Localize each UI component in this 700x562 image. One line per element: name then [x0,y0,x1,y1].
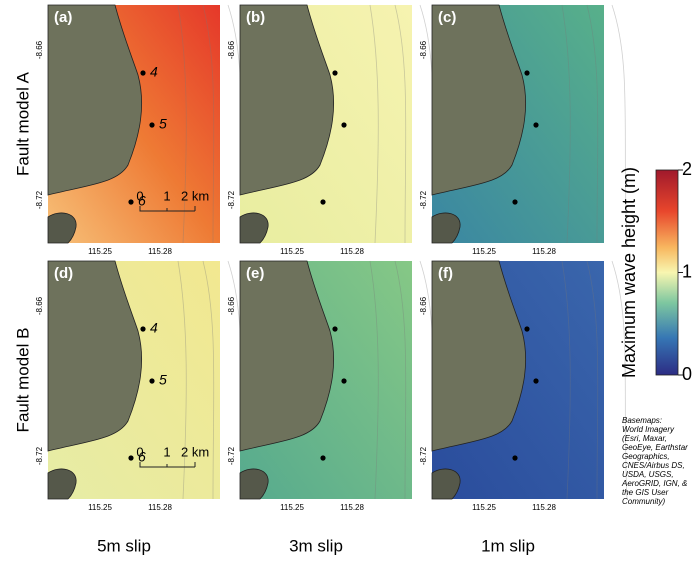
map-panel: (b) [240,5,435,243]
colorbar-tick-label: 0 [682,364,692,384]
island [48,213,76,243]
gauge-point [512,455,517,460]
gauge-point [320,199,325,204]
longitude-tick: 115.25 [472,503,496,512]
island [432,213,460,243]
colorbar [656,170,678,375]
gauge-point [149,122,154,127]
latitude-tick: -8.72 [35,446,44,465]
panel-label: (d) [54,265,73,282]
panel-label: (b) [246,9,265,26]
scale-label: 1 [163,444,170,459]
credit-line: CNES/Airbus DS, [622,461,685,470]
figure: Fault model A(a)456012 km-8.66-8.72115.2… [0,0,700,562]
credit-line: (Esri, Maxar, [622,434,667,443]
column-label: 3m slip [289,536,343,555]
map-panel: (e) [240,261,435,499]
latitude-tick: -8.66 [227,296,236,315]
longitude-tick: 115.28 [532,503,556,512]
longitude-tick: 115.28 [148,503,172,512]
credit-line: World Imagery [622,425,675,434]
latitude-tick: -8.66 [35,40,44,59]
panel-label: (e) [246,265,264,282]
map-panel: (c) [432,5,627,243]
latitude-tick: -8.72 [419,190,428,209]
latitude-tick: -8.66 [419,40,428,59]
gauge-point [524,326,529,331]
latitude-tick: -8.66 [227,40,236,59]
gauge-point [332,70,337,75]
colorbar-tick-label: 1 [682,261,692,281]
latitude-tick: -8.72 [227,190,236,209]
gauge-label: 5 [159,372,167,388]
gauge-point [128,455,133,460]
colorbar-label: Maximum wave height (m) [619,167,639,378]
gauge-point [320,455,325,460]
row-label: Fault model A [13,71,32,176]
gauge-label: 4 [150,320,158,336]
credit-line: USDA, USGS, [622,470,674,479]
longitude-tick: 115.25 [88,503,112,512]
gauge-point [140,326,145,331]
gauge-label: 5 [159,116,167,132]
credit-line: Geographics, [622,452,670,461]
gauge-label: 4 [150,64,158,80]
scale-label: 2 km [181,188,209,203]
gauge-point [149,378,154,383]
latitude-tick: -8.72 [35,190,44,209]
gauge-point [128,199,133,204]
longitude-tick: 115.28 [340,503,364,512]
scale-label: 0 [136,188,143,203]
island [432,469,460,499]
island [48,469,76,499]
column-label: 1m slip [481,536,535,555]
longitude-tick: 115.25 [280,503,304,512]
panel-label: (a) [54,9,72,26]
gauge-point [140,70,145,75]
longitude-tick: 115.28 [148,247,172,256]
gauge-point [341,378,346,383]
scale-label: 2 km [181,444,209,459]
longitude-tick: 115.28 [340,247,364,256]
island [240,213,268,243]
latitude-tick: -8.72 [227,446,236,465]
gauge-point [533,122,538,127]
gauge-point [533,378,538,383]
longitude-tick: 115.25 [280,247,304,256]
credit-line: Basemaps: [622,416,662,425]
panel-label: (c) [438,9,456,26]
latitude-tick: -8.72 [419,446,428,465]
scale-label: 0 [136,444,143,459]
gauge-point [524,70,529,75]
credit-line: GeoEye, Earthstar [622,443,688,452]
column-label: 5m slip [97,536,151,555]
gauge-point [341,122,346,127]
gauge-point [332,326,337,331]
latitude-tick: -8.66 [35,296,44,315]
map-panel: (f) [432,261,627,499]
credit-line: AeroGRID, IGN, & [621,479,687,488]
colorbar-tick-label: 2 [682,159,692,179]
panel-label: (f) [438,265,453,282]
gauge-point [512,199,517,204]
longitude-tick: 115.25 [472,247,496,256]
longitude-tick: 115.28 [532,247,556,256]
credit-line: the GIS User [622,488,669,497]
latitude-tick: -8.66 [419,296,428,315]
row-label: Fault model B [13,328,32,433]
longitude-tick: 115.25 [88,247,112,256]
credit-line: Community) [622,497,665,506]
island [240,469,268,499]
scale-label: 1 [163,188,170,203]
